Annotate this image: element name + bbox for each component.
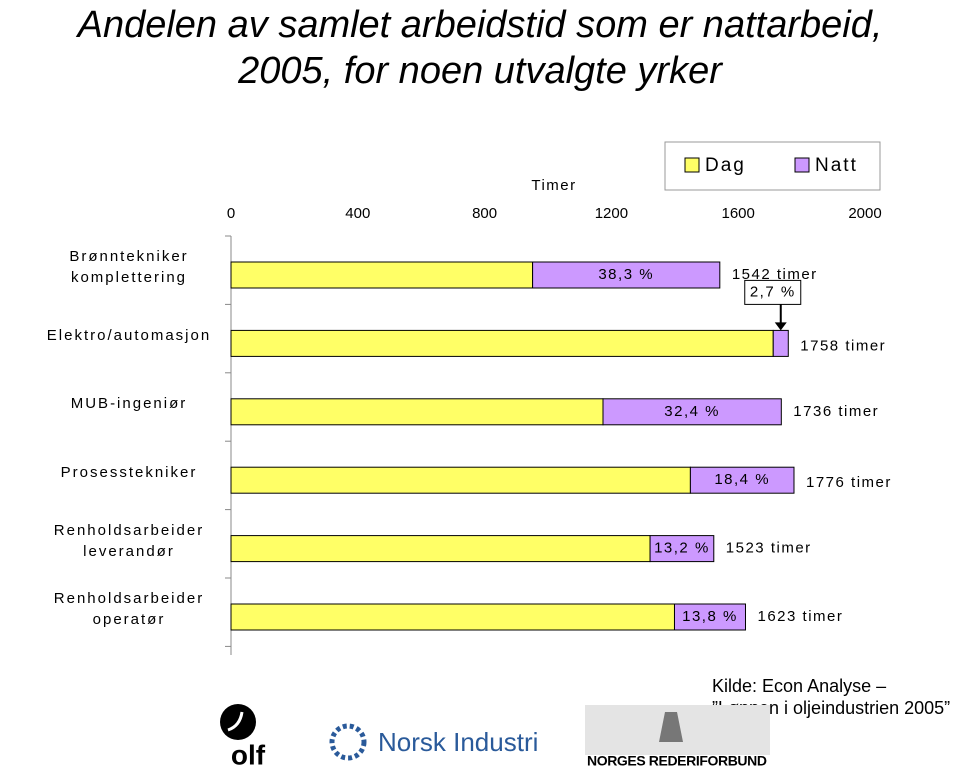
y-tick-label: Renholdsarbeider leverandør: [53, 521, 205, 560]
logo-text: NORGES REDERIFORBUND: [587, 753, 767, 769]
total-label: 1623 timer: [757, 608, 843, 625]
total-label: 1776 timer: [806, 474, 892, 491]
x-tick-label: 400: [345, 205, 370, 222]
logo-rederiforbund: NORGES REDERIFORBUND: [585, 705, 770, 769]
logo-olf: olf: [220, 704, 266, 770]
bar: [689, 466, 795, 494]
x-tick-label: 1600: [722, 205, 755, 222]
total-label: 1758 timer: [800, 337, 886, 354]
bar: [230, 329, 774, 357]
source: ”Lønnen i oljeindustrien 2005”: [712, 698, 950, 718]
share-label: 2,7 %: [750, 283, 796, 300]
callout-arrowhead: [774, 322, 787, 331]
logo-text: Norsk Industri: [378, 727, 538, 757]
logo-text: olf: [231, 739, 266, 770]
x-tick-label: 0: [227, 205, 235, 222]
bar: [230, 535, 651, 563]
total-label: 1523 timer: [726, 540, 812, 557]
y-tick-label: Brønntekniker komplettering: [69, 248, 189, 286]
y-tick-label: MUB-ingeniør: [70, 395, 188, 413]
share-label: 18,4 %: [714, 471, 770, 488]
y-tick-label: Prosesstekniker: [60, 463, 198, 481]
share-label: 32,4 %: [664, 403, 720, 420]
y-tick-label: Renholdsarbeider operatør: [53, 590, 205, 628]
source: Kilde: Econ Analyse –: [712, 676, 886, 696]
share-label: 38,3 %: [598, 266, 654, 283]
bar: [230, 466, 691, 494]
x-axis-label: Timer: [531, 177, 576, 194]
y-tick-label: Elektro/automasjon: [46, 326, 212, 344]
x-tick-label: 800: [472, 205, 497, 222]
bar: [673, 603, 746, 631]
bar: [230, 398, 604, 426]
bar: [230, 603, 675, 631]
bar: [649, 535, 715, 563]
legend-box: [664, 141, 881, 191]
share-label: 13,8 %: [682, 608, 738, 625]
bar: [532, 261, 721, 289]
legend-swatch: [794, 157, 810, 173]
share-label: 13,2 %: [654, 540, 710, 557]
chart-title: Andelen av samlet arbeidstid som er natt…: [77, 4, 883, 92]
bar: [772, 329, 789, 357]
logo-norsk-industri: Norsk Industri: [329, 723, 538, 761]
legend-label: Natt: [815, 155, 858, 176]
bar: [230, 261, 534, 289]
bar: [602, 398, 782, 426]
total-label: 1542 timer: [732, 266, 818, 283]
x-tick-label: 2000: [848, 205, 881, 222]
x-tick-label: 1200: [595, 205, 628, 222]
total-label: 1736 timer: [793, 403, 879, 420]
callout-box: [744, 279, 802, 305]
legend-swatch: [684, 157, 700, 173]
legend-label: Dag: [705, 155, 746, 176]
